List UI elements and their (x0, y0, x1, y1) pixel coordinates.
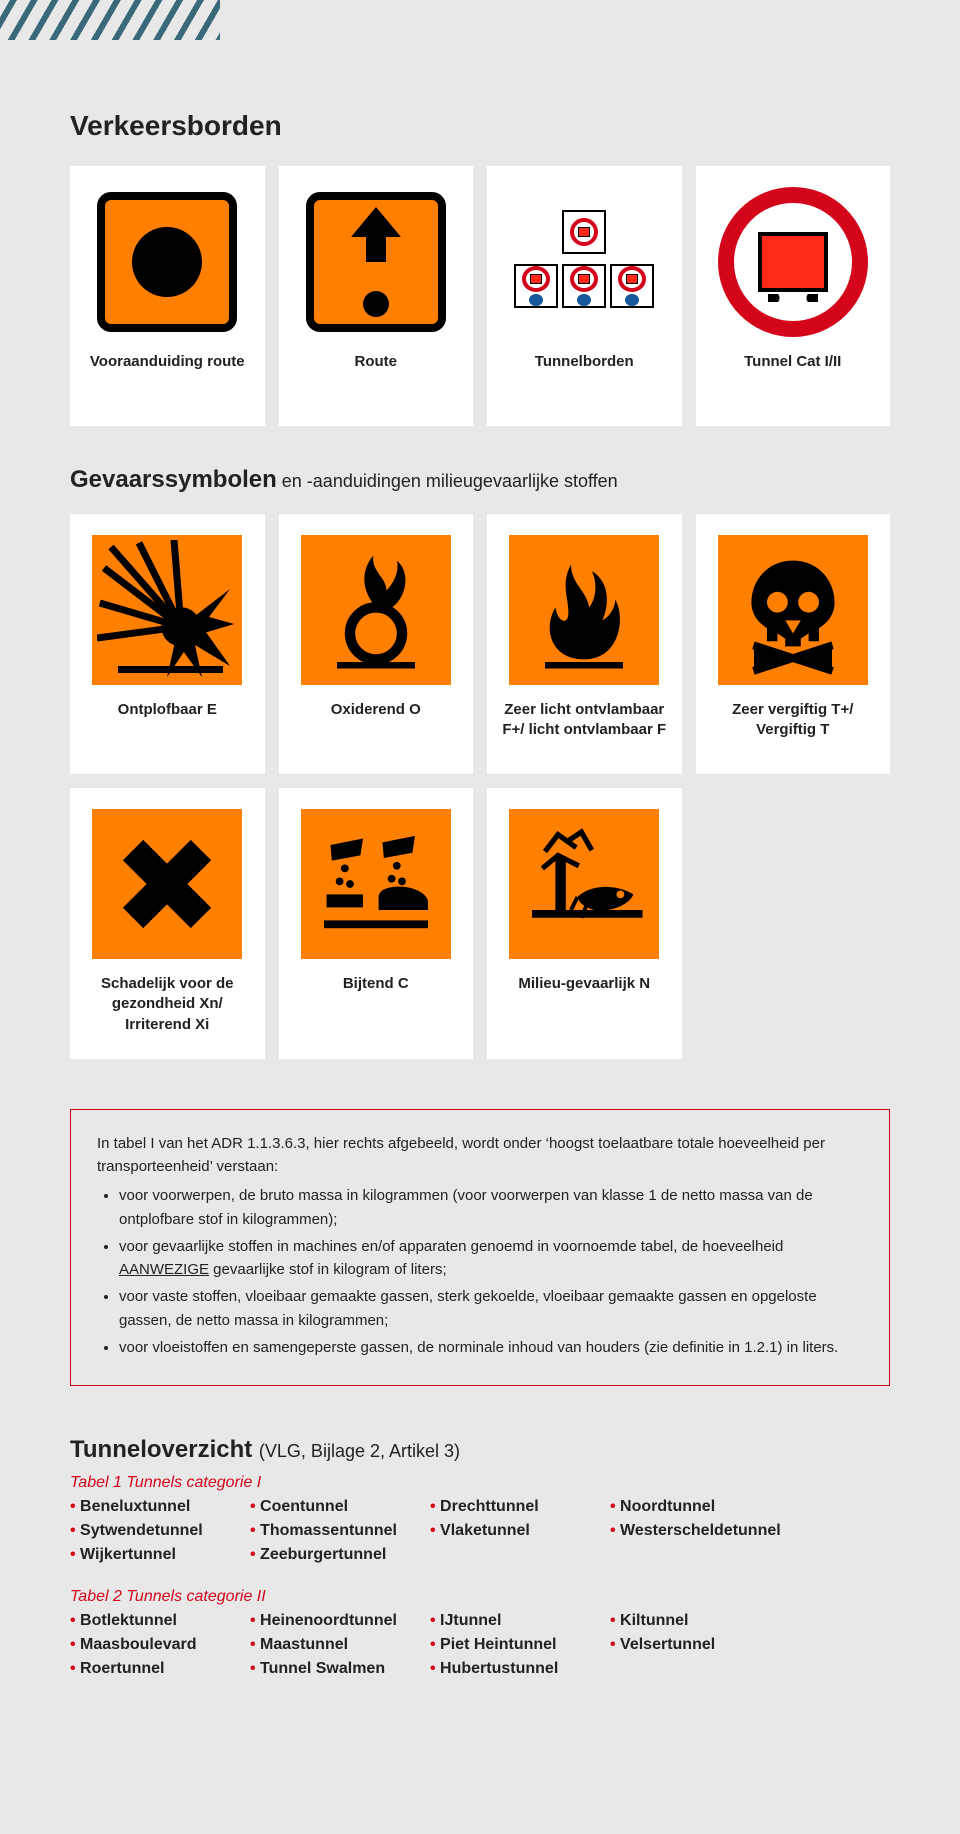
tunnel-item: Piet Heintunnel (430, 1636, 610, 1654)
tunnel-item: Hubertustunnel (430, 1660, 610, 1678)
tunnel-item: Beneluxtunnel (70, 1498, 250, 1516)
verkeersborden-row: Vooraanduiding route Route (70, 166, 890, 426)
table-header: Tabel 2 Tunnels categorie II (70, 1588, 890, 1606)
card-schadelijk: Schadelijk voor de gezondheid Xn/ Irrite… (70, 788, 265, 1059)
tunnel-item: Maasboulevard (70, 1636, 250, 1654)
title-strong: Gevaarssymbolen (70, 466, 277, 493)
tunnel-grid: BeneluxtunnelCoentunnelDrechttunnelNoord… (70, 1498, 890, 1564)
adr-info-box: In tabel I van het ADR 1.1.3.6.3, hier r… (70, 1109, 890, 1386)
prohibition-truck-icon (718, 187, 868, 337)
card-label: Zeer vergiftig T+/ Vergiftig T (706, 700, 881, 741)
tunnel-item: Zeeburgertunnel (250, 1546, 430, 1564)
tunnel-item: Heinenoordtunnel (250, 1612, 430, 1630)
card-milieugevaarlijk: Milieu-gevaarlijk N (487, 788, 682, 1059)
section-title-tunneloverzicht: Tunneloverzicht (VLG, Bijlage 2, Artikel… (70, 1436, 890, 1464)
card-tunnel-cat: Tunnel Cat I/II (696, 166, 891, 426)
infobox-bullet: voor gevaarlijke stoffen in machines en/… (119, 1235, 863, 1282)
card-label: Vooraanduiding route (90, 352, 245, 372)
page-content: Verkeersborden Vooraanduiding route Rout… (0, 40, 960, 1738)
card-label: Route (355, 352, 398, 372)
tunnel-item: Maastunnel (250, 1636, 430, 1654)
tunnel-item: Velsertunnel (610, 1636, 810, 1654)
card-ontplofbaar: Ontplofbaar E (70, 514, 265, 774)
tunnel-item: Sytwendetunnel (70, 1522, 250, 1540)
tunnel-item: Thomassentunnel (250, 1522, 430, 1540)
card-label: Schadelijk voor de gezondheid Xn/ Irrite… (80, 974, 255, 1035)
card-label: Tunnel Cat I/II (744, 352, 841, 372)
infobox-bullet: voor vaste stoffen, vloeibaar gemaakte g… (119, 1285, 863, 1332)
table-header: Tabel 1 Tunnels categorie I (70, 1474, 890, 1492)
tunnel-item: Tunnel Swalmen (250, 1660, 430, 1678)
infobox-intro: In tabel I van het ADR 1.1.3.6.3, hier r… (97, 1132, 863, 1179)
tunnel-table-1: Tabel 1 Tunnels categorie I Beneluxtunne… (70, 1474, 890, 1564)
orange-square-arrow-icon (306, 192, 446, 332)
toxic-icon (718, 535, 868, 685)
card-bijtend: Bijtend C (279, 788, 474, 1059)
oxidizing-icon (301, 535, 451, 685)
tunnel-item: Drechttunnel (430, 1498, 610, 1516)
tunnel-item: Wijkertunnel (70, 1546, 250, 1564)
tunnel-item: Vlaketunnel (430, 1522, 610, 1540)
tunnel-item: IJtunnel (430, 1612, 610, 1630)
tunnel-item: Roertunnel (70, 1660, 250, 1678)
tunnel-item: Noordtunnel (610, 1498, 810, 1516)
tunnel-item: Coentunnel (250, 1498, 430, 1516)
tunnel-item: Botlektunnel (70, 1612, 250, 1630)
card-empty (696, 788, 891, 1059)
orange-square-dot-icon (97, 192, 237, 332)
harmful-icon (92, 809, 242, 959)
underlined-word: AANWEZIGE (119, 1261, 209, 1278)
section-title-verkeersborden: Verkeersborden (70, 110, 890, 142)
title-rest: en -aanduidingen milieugevaarlijke stoff… (277, 471, 618, 491)
tunnel-title: Tunneloverzicht (70, 1436, 252, 1463)
tunnel-boards-icon (514, 210, 654, 314)
card-vooraanduiding-route: Vooraanduiding route (70, 166, 265, 426)
header-hatch-decoration (0, 0, 220, 40)
card-tunnelborden: Tunnelborden (487, 166, 682, 426)
card-label: Bijtend C (343, 974, 409, 994)
card-label: Milieu-gevaarlijk N (518, 974, 650, 994)
card-vergiftig: Zeer vergiftig T+/ Vergiftig T (696, 514, 891, 774)
section-title-gevaarssymbolen: Gevaarssymbolen en -aanduidingen milieug… (70, 466, 890, 494)
environment-icon (509, 809, 659, 959)
card-label: Zeer licht ontvlambaar F+/ licht ontvlam… (497, 700, 672, 741)
tunnel-subtitle: (VLG, Bijlage 2, Artikel 3) (259, 1441, 460, 1461)
card-oxiderend: Oxiderend O (279, 514, 474, 774)
infobox-bullet: voor vloeistoffen en samengeperste gasse… (119, 1336, 863, 1359)
hazard-row-1: Ontplofbaar E Oxiderend O Zeer licht ont… (70, 514, 890, 774)
hazard-row-2: Schadelijk voor de gezondheid Xn/ Irrite… (70, 788, 890, 1059)
card-label: Tunnelborden (535, 352, 634, 372)
explosive-icon (92, 535, 242, 685)
card-label: Ontplofbaar E (118, 700, 217, 720)
card-route: Route (279, 166, 474, 426)
tunnel-table-2: Tabel 2 Tunnels categorie II Botlektunne… (70, 1588, 890, 1678)
tunnel-grid: BotlektunnelHeinenoordtunnelIJtunnelKilt… (70, 1612, 890, 1678)
corrosive-icon (301, 809, 451, 959)
flammable-icon (509, 535, 659, 685)
infobox-bullet: voor voorwerpen, de bruto massa in kilog… (119, 1184, 863, 1231)
tunnel-item: Kiltunnel (610, 1612, 810, 1630)
infobox-list: voor voorwerpen, de bruto massa in kilog… (97, 1184, 863, 1359)
tunnel-item: Westerscheldetunnel (610, 1522, 810, 1540)
card-label: Oxiderend O (331, 700, 421, 720)
card-ontvlambaar: Zeer licht ontvlambaar F+/ licht ontvlam… (487, 514, 682, 774)
